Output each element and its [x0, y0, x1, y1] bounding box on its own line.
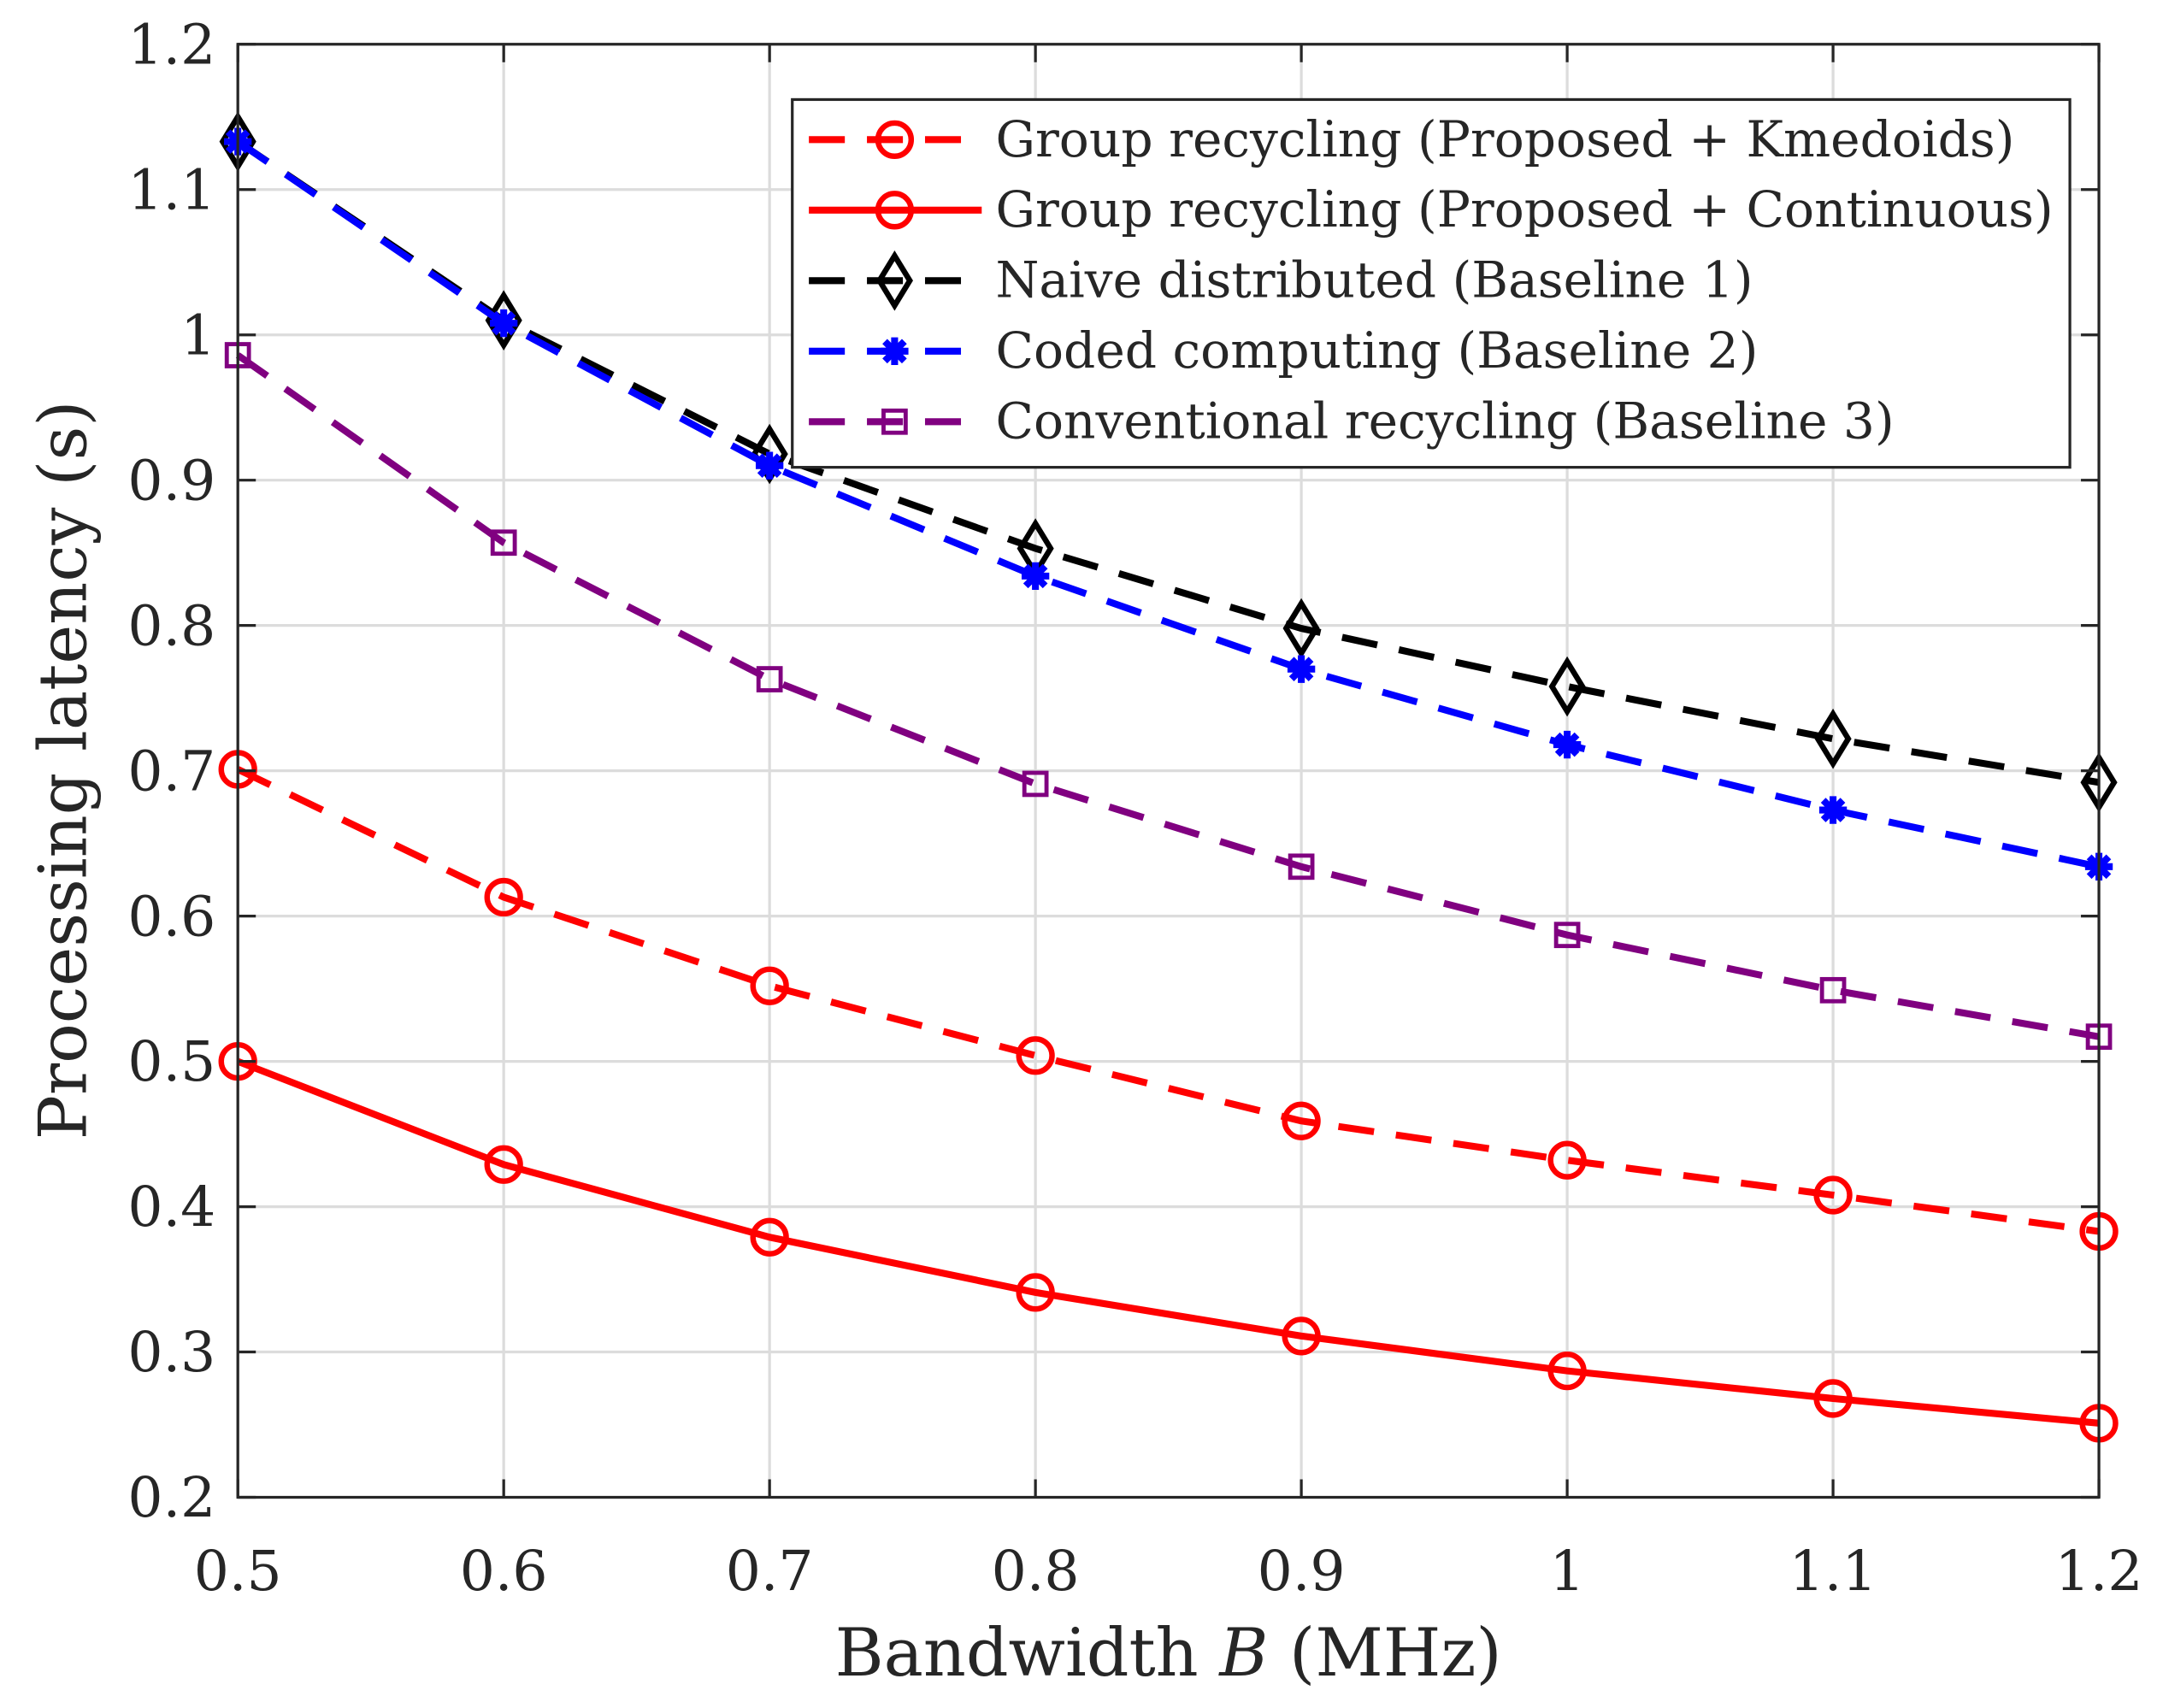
data-point: [1282, 598, 1320, 659]
data-point: [1022, 770, 1049, 798]
data-point: [1021, 562, 1050, 591]
x-tick-label: 0.9: [1258, 1540, 1346, 1604]
y-tick-label: 1.1: [127, 158, 215, 222]
data-point: [1819, 976, 1847, 1004]
x-tick-label: 0.5: [194, 1540, 282, 1604]
y-tick-label: 0.5: [127, 1030, 215, 1094]
series-3: [224, 127, 2113, 881]
series-line: [236, 1057, 2100, 1427]
marker-stroke: [882, 339, 907, 364]
x-tick-label: 1.1: [1789, 1540, 1877, 1604]
data-point: [1547, 1140, 1587, 1180]
series-line: [236, 766, 2100, 1235]
legend-label: Group recycling (Proposed + Kmedoids): [995, 110, 2014, 168]
y-tick-label: 0.6: [127, 885, 215, 949]
data-point: [1547, 1352, 1587, 1391]
legend: Group recycling (Proposed + Kmedoids) Gro…: [791, 97, 2072, 469]
data-point: [1814, 708, 1852, 769]
data-point: [484, 877, 523, 917]
legend-marker: [881, 408, 908, 435]
y-tick-label: 0.2: [127, 1466, 215, 1530]
series-line: [235, 138, 2100, 870]
marker-stroke: [1820, 798, 1846, 822]
x-tick-label: 0.8: [992, 1540, 1080, 1604]
series-line: [235, 352, 2100, 1040]
series-group: [218, 111, 2119, 1443]
y-tick-label: 0.9: [127, 449, 215, 513]
data-point: [1818, 796, 1848, 824]
legend-entry: Conventional recycling (Baseline 3): [809, 392, 1895, 451]
y-tick-label: 0.3: [127, 1321, 215, 1385]
data-point: [750, 966, 789, 1005]
x-axis-label: Bandwidth B (MHz): [835, 1615, 1502, 1692]
legend-label: Coded computing (Baseline 2): [995, 321, 1758, 380]
legend-entry: Naive distributed (Baseline 1): [809, 250, 1753, 311]
marker-stroke: [757, 453, 782, 478]
x-tick-label: 0.7: [726, 1540, 814, 1604]
series-line: [235, 138, 2100, 786]
legend-label: Naive distributed (Baseline 1): [995, 251, 1753, 309]
data-point: [1813, 1379, 1853, 1418]
data-point: [1016, 1273, 1055, 1312]
data-point: [1288, 853, 1315, 881]
legend-box: [791, 97, 2072, 469]
y-axis-label: Processing latency (s): [25, 400, 102, 1140]
y-tick-label: 0.8: [127, 594, 215, 658]
ticks: 0.5 0.6 0.7 0.8 0.9 1 1.1 1.2 0.2 0.3 0.4 0.5 0.6 0.7…: [127, 13, 2142, 1603]
data-point: [756, 666, 783, 692]
data-point: [1813, 1175, 1853, 1215]
legend-label: Conventional recycling (Baseline 3): [995, 392, 1894, 451]
legend-label: Group recycling (Proposed + Continuous): [995, 180, 2053, 239]
y-tick-label: 1: [180, 303, 215, 368]
data-point: [489, 309, 518, 338]
legend-marker: [875, 120, 915, 159]
data-point: [1548, 656, 1586, 717]
data-point: [1287, 655, 1316, 683]
legend-marker: [875, 250, 913, 311]
data-point: [484, 1145, 523, 1184]
y-tick-label: 1.2: [127, 13, 215, 77]
legend-entry: Group recycling (Proposed + Kmedoids): [809, 110, 2014, 168]
legend-entry: Coded computing (Baseline 2): [809, 321, 1758, 380]
marker-stroke: [491, 310, 516, 336]
data-point: [1016, 1036, 1055, 1075]
series-4: [224, 342, 2113, 1051]
data-point: [1553, 730, 1582, 759]
y-tick-label: 0.7: [127, 739, 215, 804]
marker-stroke: [1023, 563, 1048, 589]
marker-stroke: [1288, 657, 1314, 681]
series-1: [218, 1041, 2119, 1443]
y-tick-label: 0.4: [127, 1175, 215, 1240]
legend-entry: Group recycling (Proposed + Continuous): [809, 180, 2054, 239]
x-tick-label: 0.6: [460, 1540, 548, 1604]
legend-marker: [875, 191, 915, 230]
marker-stroke: [1554, 732, 1580, 757]
data-point: [1282, 1316, 1321, 1356]
x-tick-label: 1.2: [2055, 1540, 2143, 1604]
legend-marker: [881, 337, 909, 365]
data-point: [750, 1217, 789, 1257]
data-point: [490, 529, 517, 557]
data-point: [755, 451, 784, 480]
data-point: [485, 290, 522, 351]
data-point: [1282, 1101, 1321, 1140]
data-point: [1553, 922, 1581, 949]
x-tick-label: 1: [1550, 1540, 1585, 1604]
